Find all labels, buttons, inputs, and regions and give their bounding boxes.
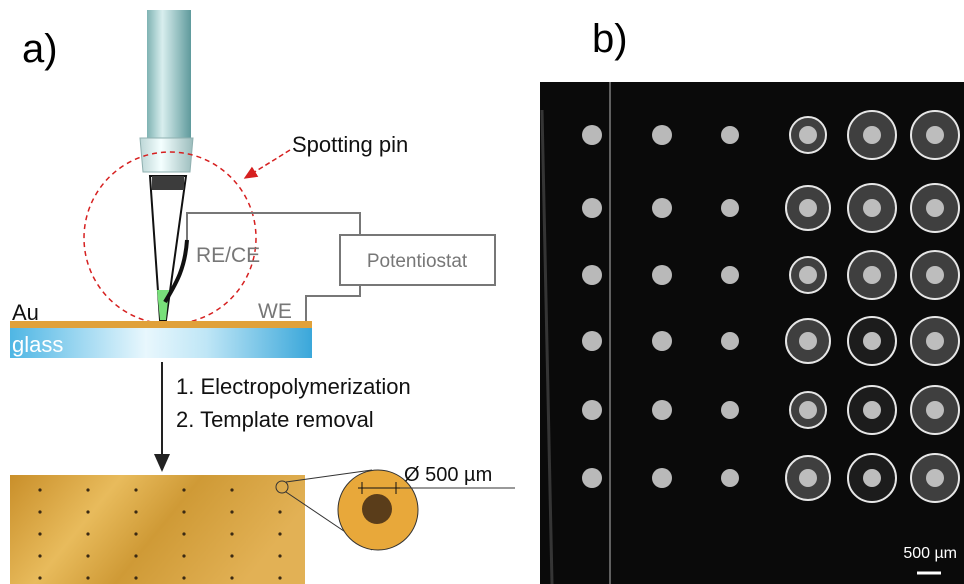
spot-dot [134, 576, 137, 579]
panel-label: b) [592, 17, 628, 61]
spot [652, 125, 672, 145]
spot-dot [230, 488, 233, 491]
wire [306, 285, 360, 322]
spot-core [799, 199, 817, 217]
spot-dot [134, 532, 137, 535]
spot-core [799, 469, 817, 487]
diameter-label: Ø 500 µm [404, 464, 492, 486]
spot-dot [182, 576, 185, 579]
gold-layer [10, 321, 312, 328]
spot-dot [230, 576, 233, 579]
spot-dot [38, 532, 41, 535]
spot-dot [230, 554, 233, 557]
spot [582, 468, 602, 488]
spot-core [863, 266, 881, 284]
spotted-substrate [10, 475, 305, 584]
spot-dot [86, 554, 89, 557]
scale-bar-label: 500 µm [903, 545, 957, 562]
spot-core [863, 332, 881, 350]
spot [721, 469, 739, 487]
spot-dot [182, 510, 185, 513]
spot-dot [134, 554, 137, 557]
spot-core [799, 401, 817, 419]
step-label: 2. Template removal [176, 407, 374, 432]
spot-dot [278, 510, 281, 513]
spot [582, 400, 602, 420]
spot-core [799, 332, 817, 350]
spot-dot [38, 488, 41, 491]
spot-dot [38, 576, 41, 579]
figure: a) Spotting pin Potentiostat RE/CE WE Au… [0, 0, 964, 584]
spot-dot [134, 488, 137, 491]
spot-core [799, 126, 817, 144]
spot [721, 266, 739, 284]
spot [721, 332, 739, 350]
spot-core [926, 332, 944, 350]
spot-core [926, 126, 944, 144]
spot [721, 401, 739, 419]
spot-core [863, 401, 881, 419]
spot-core [926, 266, 944, 284]
callout-arrow [245, 150, 290, 178]
spotting-pin-label: Spotting pin [292, 132, 408, 157]
spot [652, 198, 672, 218]
spot-core [799, 266, 817, 284]
micrograph [540, 82, 964, 584]
spot-core [926, 401, 944, 419]
spot-dot [278, 532, 281, 535]
re-ce-label: RE/CE [196, 244, 260, 267]
spot-imprint [362, 494, 392, 524]
spot-dot [134, 510, 137, 513]
spot [652, 331, 672, 351]
spot [652, 400, 672, 420]
spot [582, 331, 602, 351]
spot [652, 468, 672, 488]
spot [721, 126, 739, 144]
spot [582, 198, 602, 218]
spot-dot [86, 488, 89, 491]
spot [652, 265, 672, 285]
spot-core [863, 199, 881, 217]
spot-dot [182, 532, 185, 535]
spot-dot [86, 510, 89, 513]
spot-core [863, 126, 881, 144]
spot-dot [278, 576, 281, 579]
spot [582, 125, 602, 145]
spot-dot [86, 576, 89, 579]
step-label: 1. Electropolymerization [176, 374, 411, 399]
panel-label: a) [22, 27, 58, 71]
glass-label: glass [12, 332, 63, 357]
au-label: Au [12, 300, 39, 325]
spot-dot [230, 510, 233, 513]
spot-dot [38, 554, 41, 557]
spot-dot [86, 532, 89, 535]
pin-body [147, 10, 191, 138]
spot-dot [278, 554, 281, 557]
pin-tip-top [152, 176, 184, 190]
wire [187, 213, 360, 240]
we-label: WE [258, 300, 292, 323]
spot-core [926, 469, 944, 487]
spot [721, 199, 739, 217]
spot [582, 265, 602, 285]
spot-core [926, 199, 944, 217]
spot-core [863, 469, 881, 487]
potentiostat-label: Potentiostat [367, 251, 468, 272]
spot-dot [182, 488, 185, 491]
spot-dot [230, 532, 233, 535]
spot-dot [182, 554, 185, 557]
spot-dot [38, 510, 41, 513]
